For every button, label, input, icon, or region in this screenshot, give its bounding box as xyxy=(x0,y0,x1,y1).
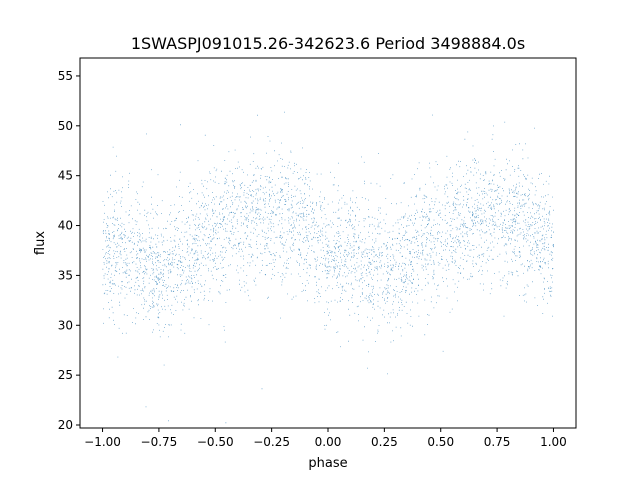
x-tick-label: 0.25 xyxy=(371,435,398,449)
x-tick-label: −0.25 xyxy=(253,435,290,449)
y-axis: 20 25 30 35 40 45 50 55 xyxy=(58,69,80,432)
x-tick-label: −1.00 xyxy=(84,435,121,449)
y-tick-label: 55 xyxy=(58,69,73,83)
x-tick-label: 0.00 xyxy=(315,435,342,449)
y-tick-label: 30 xyxy=(58,318,73,332)
y-tick-label: 20 xyxy=(58,418,73,432)
y-tick-label: 35 xyxy=(58,268,73,282)
x-axis-label: phase xyxy=(308,456,347,471)
y-tick-label: 40 xyxy=(58,219,73,233)
scatter-points xyxy=(102,111,554,424)
x-tick-label: 1.00 xyxy=(540,435,567,449)
plot-frame xyxy=(79,57,577,429)
y-tick-label: 50 xyxy=(58,119,73,133)
x-axis: −1.00 −0.75 −0.50 −0.25 0.00 0.25 0.50 0.75 1.00 xyxy=(84,428,567,449)
data-point-cloud xyxy=(102,111,554,424)
x-tick-label: −0.75 xyxy=(141,435,178,449)
x-tick-label: 0.50 xyxy=(427,435,454,449)
chart-title: 1SWASPJ091015.26-342623.6 Period 3498884… xyxy=(131,34,525,53)
x-tick-label: 0.75 xyxy=(484,435,511,449)
y-axis-label: flux xyxy=(33,231,48,255)
y-tick-label: 25 xyxy=(58,368,73,382)
x-tick-label: −0.50 xyxy=(197,435,234,449)
y-tick-label: 45 xyxy=(58,169,73,183)
